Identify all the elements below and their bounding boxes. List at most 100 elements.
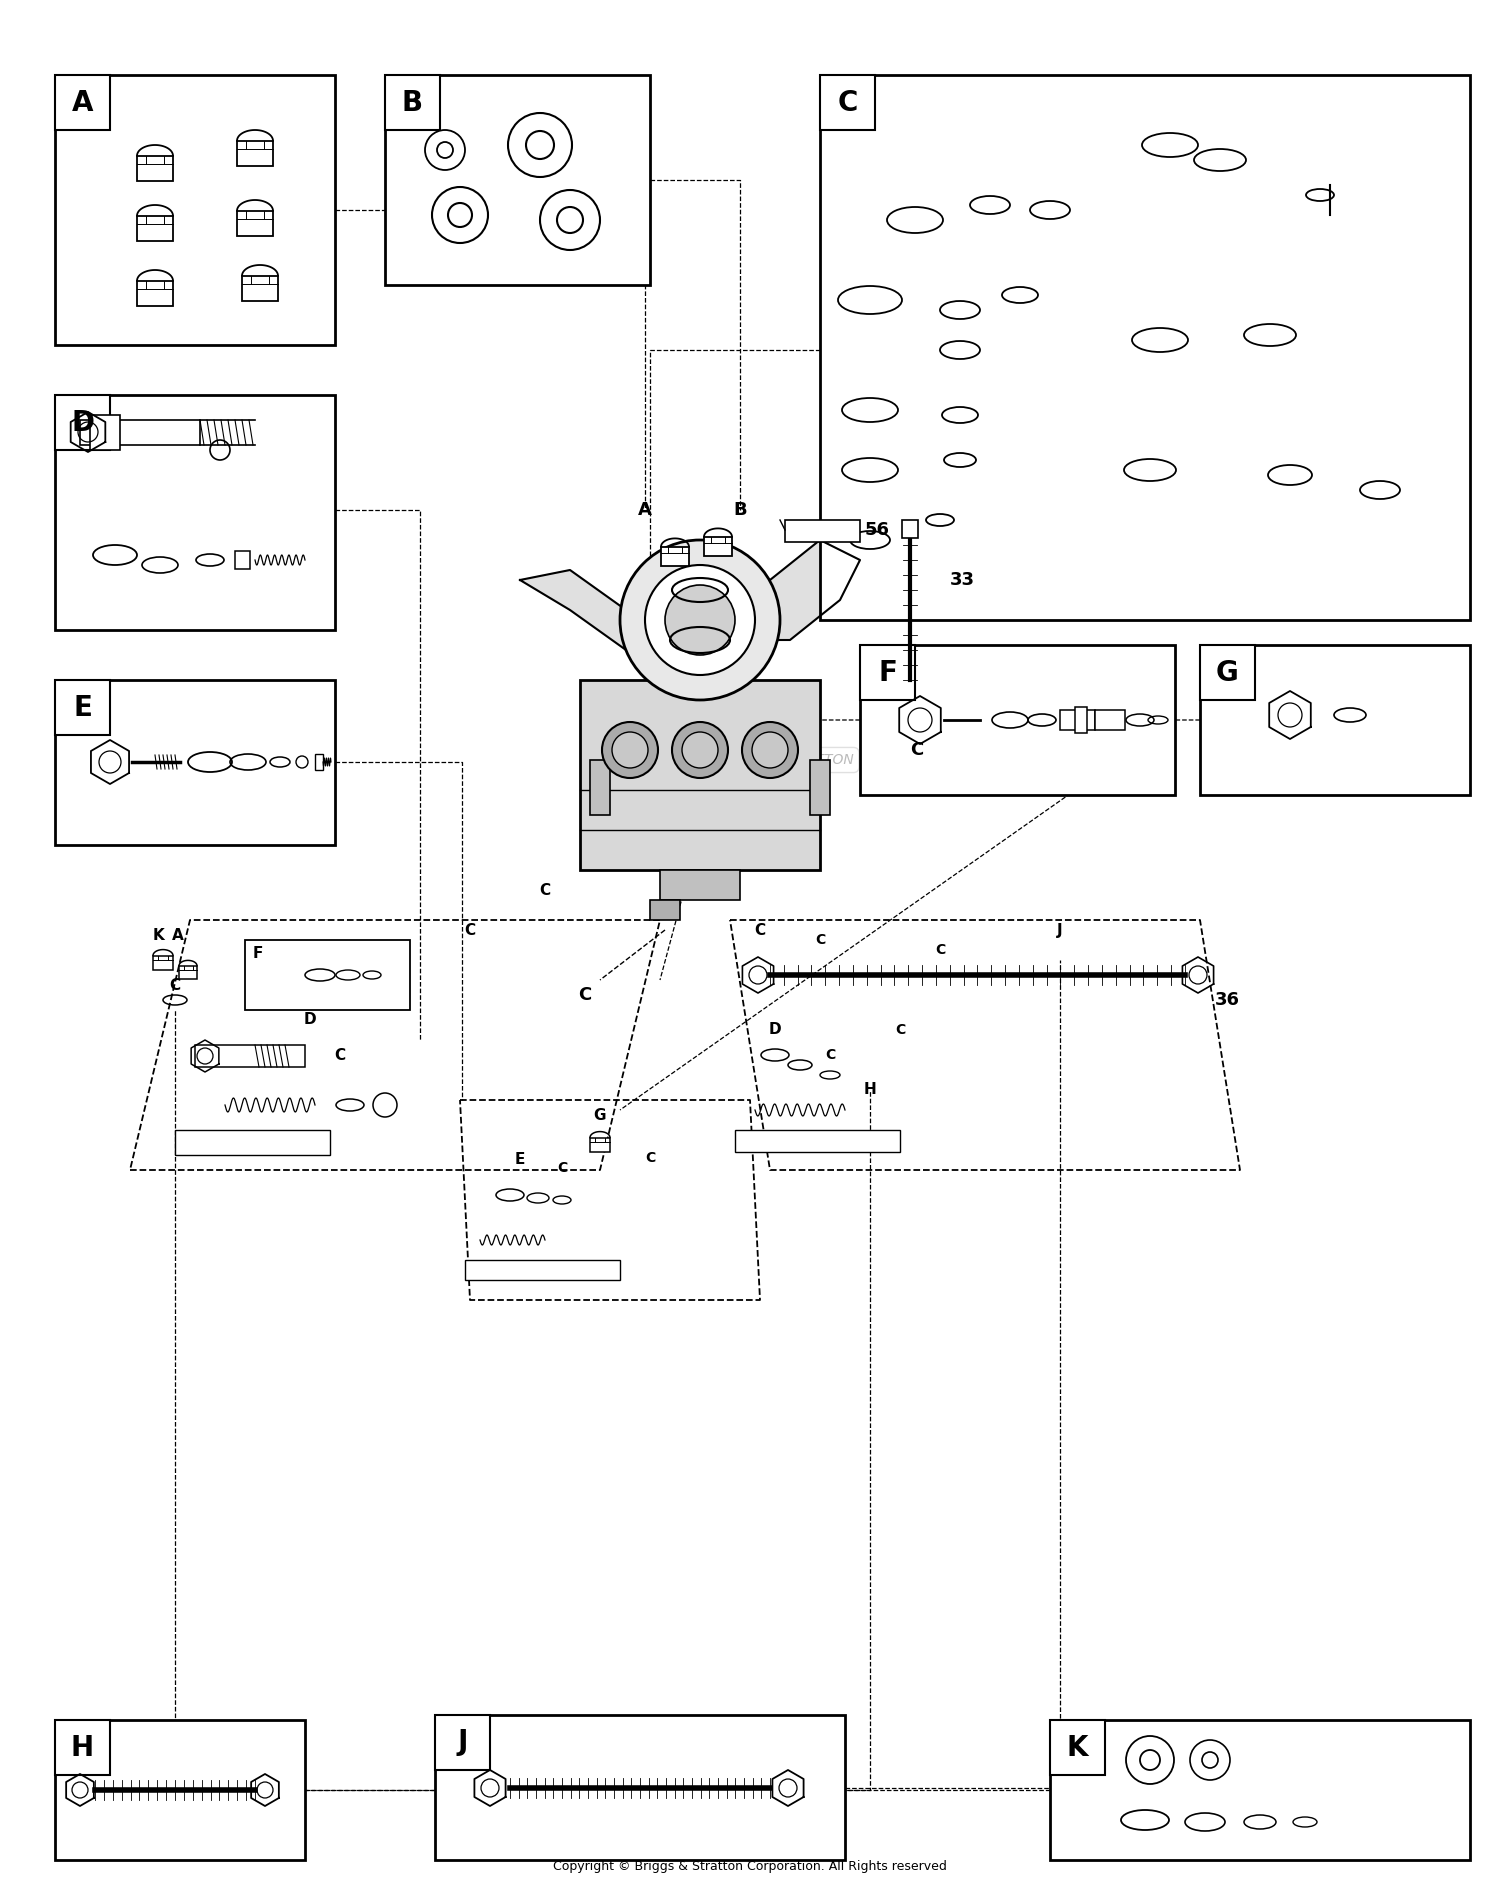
Text: F: F [878, 659, 897, 686]
Circle shape [664, 585, 735, 655]
Polygon shape [520, 570, 670, 680]
Bar [242, 277, 278, 301]
Bar [90, 415, 120, 451]
Bar [1050, 1720, 1470, 1860]
Text: J: J [458, 1729, 468, 1756]
Circle shape [752, 731, 788, 767]
Bar [176, 1131, 330, 1155]
Bar [237, 210, 273, 237]
Text: C: C [815, 934, 825, 947]
Bar [590, 759, 610, 814]
Bar [704, 536, 732, 557]
Bar [136, 155, 172, 182]
Bar [244, 939, 410, 1010]
Text: K: K [152, 928, 164, 943]
Bar [236, 551, 250, 568]
Bar [1050, 1720, 1106, 1775]
Text: B: B [402, 89, 423, 117]
Text: H: H [70, 1733, 94, 1761]
Bar [821, 76, 1470, 619]
Polygon shape [730, 540, 860, 659]
Text: C: C [170, 977, 180, 992]
Bar [1095, 710, 1125, 729]
Text: F: F [254, 945, 262, 960]
Bar [859, 646, 915, 701]
Circle shape [602, 722, 658, 778]
Bar [810, 759, 830, 814]
Bar [1076, 706, 1088, 733]
Circle shape [612, 731, 648, 767]
Bar [136, 280, 172, 307]
Text: E: E [514, 1153, 525, 1167]
Text: 36: 36 [1215, 991, 1240, 1010]
Text: D: D [303, 1013, 316, 1028]
Circle shape [620, 540, 780, 701]
Bar [902, 521, 918, 538]
Bar [1200, 646, 1256, 701]
Circle shape [742, 722, 798, 778]
Bar [56, 1720, 304, 1860]
Text: C: C [896, 1023, 904, 1038]
Circle shape [682, 731, 718, 767]
Bar [784, 521, 859, 542]
Circle shape [672, 722, 728, 778]
Text: J: J [1058, 922, 1064, 938]
Bar [56, 680, 334, 845]
Circle shape [645, 564, 754, 674]
Bar [650, 900, 680, 920]
Text: C: C [579, 987, 591, 1004]
Bar [136, 216, 172, 241]
Bar [56, 396, 334, 631]
Text: C: C [837, 89, 858, 117]
Text: A: A [638, 502, 652, 519]
Bar [56, 1720, 110, 1775]
Bar [386, 76, 439, 131]
Text: C: C [934, 943, 945, 956]
Bar [580, 680, 820, 869]
Bar [821, 76, 874, 131]
Text: 33: 33 [950, 570, 975, 589]
Bar [859, 646, 1174, 795]
Text: C: C [645, 1152, 656, 1165]
Bar [237, 140, 273, 167]
Text: C: C [910, 741, 922, 759]
Text: D: D [768, 1023, 782, 1038]
Bar [195, 1045, 304, 1066]
Bar [465, 1260, 620, 1280]
Text: A: A [72, 89, 93, 117]
Bar [56, 680, 110, 735]
Bar [178, 966, 196, 979]
Text: H: H [864, 1083, 876, 1097]
Bar [590, 1138, 610, 1152]
Bar [56, 76, 110, 131]
Bar [435, 1714, 844, 1860]
Text: Copyright © Briggs & Stratton Corporation. All Rights reserved: Copyright © Briggs & Stratton Corporatio… [554, 1860, 946, 1873]
Bar [1060, 710, 1095, 729]
Text: C: C [825, 1047, 836, 1063]
Text: K: K [1066, 1733, 1088, 1761]
Text: 56: 56 [865, 521, 889, 540]
Text: C: C [465, 922, 476, 938]
Text: A: A [172, 928, 184, 943]
Text: B: B [734, 502, 747, 519]
Bar [315, 754, 322, 771]
Bar [56, 76, 334, 345]
Text: D: D [70, 409, 94, 436]
Bar [56, 396, 110, 451]
Bar [660, 869, 740, 900]
Bar [435, 1714, 490, 1771]
Text: E: E [74, 693, 92, 722]
Text: BRIGGS & STRATTON: BRIGGS & STRATTON [706, 754, 854, 767]
Bar [386, 76, 650, 284]
Bar [735, 1131, 900, 1152]
Bar [1200, 646, 1470, 795]
Text: G: G [1216, 659, 1239, 686]
Bar [662, 547, 688, 566]
Text: C: C [540, 883, 550, 898]
Text: C: C [556, 1161, 567, 1174]
Text: C: C [754, 922, 765, 938]
Bar [153, 956, 173, 970]
Text: C: C [334, 1049, 345, 1064]
Bar [80, 420, 200, 445]
Text: G: G [594, 1108, 606, 1123]
